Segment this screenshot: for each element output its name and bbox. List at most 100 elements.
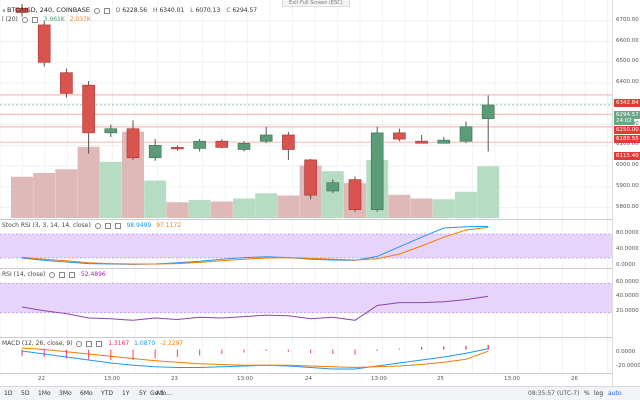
candle-body bbox=[393, 132, 406, 140]
indicator-axis-label: 80.0000 bbox=[616, 230, 639, 236]
volume-bar bbox=[144, 180, 167, 218]
symbol-legend[interactable]: ◂ BTC/USD, 240, COINBASE O 6228.56 H 634… bbox=[2, 6, 257, 14]
chart-canvas[interactable] bbox=[0, 0, 612, 386]
high-value: 6340.01 bbox=[159, 7, 185, 14]
volume-legend[interactable]: l (20) 3.961K 2.037K bbox=[2, 16, 91, 23]
range-button-3mo[interactable]: 3Mo bbox=[59, 390, 72, 397]
volume-bar bbox=[410, 198, 433, 218]
macd-legend[interactable]: MACD (12, 26, close, 9) 1.3167 1.0870 -2… bbox=[2, 340, 183, 347]
time-axis-label: 13:00 bbox=[371, 376, 387, 382]
macd-hist-value: 1.3167 bbox=[108, 340, 130, 347]
macd-pane bbox=[21, 345, 489, 370]
indicator-axis-label: 40.0000 bbox=[616, 293, 639, 299]
close-icon[interactable] bbox=[96, 340, 103, 347]
volume-bar bbox=[432, 199, 455, 218]
price-tag: 6294.57 bbox=[614, 111, 640, 119]
volume-bar bbox=[255, 193, 278, 218]
price-axis-label: 6000.00 bbox=[616, 162, 639, 169]
open-value: 6228.56 bbox=[122, 7, 148, 14]
log-toggle[interactable]: log bbox=[594, 390, 604, 397]
time-axis-label: 22 bbox=[38, 376, 45, 382]
goto-button[interactable]: Go to... bbox=[150, 390, 172, 397]
price-axis-label: 6500.00 bbox=[616, 58, 639, 65]
eye-icon[interactable] bbox=[93, 7, 100, 14]
candle-body bbox=[304, 159, 317, 196]
volume-bar bbox=[99, 161, 122, 218]
settings-icon[interactable] bbox=[31, 16, 38, 23]
clock: 08:35:57 (UTC-7) bbox=[528, 390, 580, 397]
candle-body bbox=[348, 179, 362, 210]
high-label: H bbox=[153, 7, 158, 14]
pane-divider[interactable] bbox=[0, 337, 640, 338]
settings-icon[interactable] bbox=[59, 271, 66, 278]
volume-bar bbox=[210, 201, 233, 218]
range-button-1d[interactable]: 1D bbox=[4, 390, 13, 397]
candle-body bbox=[193, 140, 206, 149]
range-button-ytd[interactable]: YTD bbox=[101, 390, 113, 397]
settings-icon[interactable] bbox=[104, 222, 111, 229]
eye-icon[interactable] bbox=[76, 340, 83, 347]
price-tag: 24:02 bbox=[614, 117, 634, 125]
price-tag: 6188.55 bbox=[614, 135, 640, 143]
percent-toggle[interactable]: % bbox=[584, 390, 590, 397]
price-tag: 6250.00 bbox=[614, 126, 640, 134]
stoch-title: Stoch RSI (3, 3, 14, 14, close) bbox=[2, 222, 91, 229]
close-value: 6294.57 bbox=[232, 7, 258, 14]
symbol-icon: ◂ bbox=[2, 7, 6, 14]
auto-toggle[interactable]: auto bbox=[608, 390, 622, 397]
volume-bar bbox=[11, 176, 33, 218]
macd-signal-value: -2.2297 bbox=[160, 340, 184, 347]
volume-bar bbox=[233, 198, 255, 218]
volume-bar bbox=[55, 169, 78, 218]
time-axis-label: 26 bbox=[571, 376, 578, 382]
horizontal-lines bbox=[0, 94, 612, 143]
candle-body bbox=[326, 182, 340, 192]
time-axis-label: 13:00 bbox=[237, 376, 253, 382]
rsi-legend[interactable]: RSI (14, close) 52.4896 bbox=[2, 271, 106, 278]
price-tag: 6342.84 bbox=[614, 99, 640, 107]
range-button-1mo[interactable]: 1Mo bbox=[38, 390, 51, 397]
candle-body bbox=[171, 147, 184, 150]
volume-title: l (20) bbox=[2, 16, 18, 23]
close-icon[interactable] bbox=[114, 222, 121, 229]
eye-icon[interactable] bbox=[21, 16, 28, 23]
rsi-value: 52.4896 bbox=[80, 271, 106, 278]
stoch-k-line bbox=[21, 225, 489, 265]
settings-icon[interactable] bbox=[86, 340, 93, 347]
indicator-axis-label: 0.0000 bbox=[616, 349, 636, 355]
pane-divider[interactable] bbox=[0, 219, 640, 220]
eye-icon[interactable] bbox=[94, 222, 101, 229]
price-axis-label: 6600.00 bbox=[616, 37, 639, 44]
pane-divider[interactable] bbox=[0, 268, 640, 269]
stoch-legend[interactable]: Stoch RSI (3, 3, 14, 14, close) 98.9499 … bbox=[2, 222, 181, 229]
range-button-1y[interactable]: 1Y bbox=[122, 390, 130, 397]
range-button-6mo[interactable]: 6Mo bbox=[80, 390, 93, 397]
exit-fullscreen-button[interactable]: Exit Full Screen (ESC) bbox=[282, 0, 350, 7]
candle-body bbox=[415, 140, 428, 144]
candle-body bbox=[60, 72, 73, 94]
settings-icon[interactable] bbox=[103, 7, 110, 14]
candle-body bbox=[282, 134, 295, 150]
time-axis[interactable]: 22 13:00 23 13:00 24 13:00 25 13:00 26 bbox=[0, 375, 612, 385]
price-axis-label: 6100.00 bbox=[616, 141, 639, 148]
indicator-axis-label: 0.0000 bbox=[616, 262, 636, 268]
stoch-k-value: 98.9499 bbox=[126, 222, 152, 229]
close-icon[interactable] bbox=[69, 271, 76, 278]
price-axis-label: 6700.00 bbox=[616, 16, 639, 23]
volume-bars bbox=[11, 131, 500, 218]
volume-bar bbox=[388, 194, 411, 218]
candle-body bbox=[37, 24, 51, 63]
range-button-5y[interactable]: 5Y bbox=[139, 390, 147, 397]
eye-icon[interactable] bbox=[49, 271, 56, 278]
indicator-axis-label: 60.0000 bbox=[616, 279, 639, 285]
candle-body bbox=[126, 128, 140, 159]
price-scale[interactable]: 6700.006600.006500.006400.006300.006200.… bbox=[612, 0, 640, 386]
candle-body bbox=[15, 8, 29, 13]
volume-bar bbox=[77, 146, 100, 218]
volume-bar bbox=[166, 202, 189, 218]
range-button-5d[interactable]: 5D bbox=[21, 390, 30, 397]
candle-body bbox=[481, 104, 495, 119]
signal-line bbox=[21, 347, 489, 369]
macd-line bbox=[21, 348, 489, 370]
range-button-all[interactable]: All bbox=[156, 390, 164, 397]
